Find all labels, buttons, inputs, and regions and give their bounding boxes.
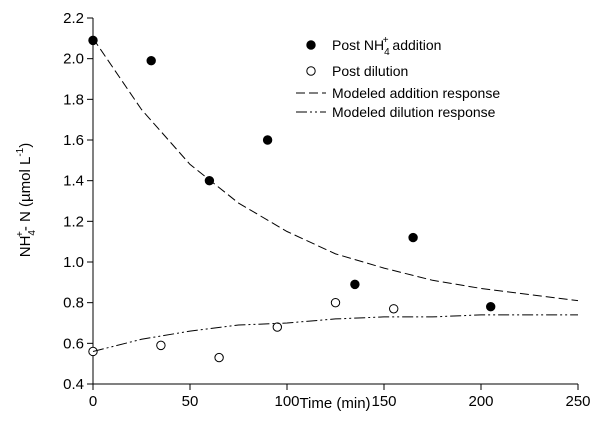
- x-tick-label: 250: [565, 393, 590, 410]
- y-tick-label: 1.8: [63, 91, 84, 108]
- y-tick-label: 0.6: [63, 335, 84, 352]
- legend-label: Modeled addition response: [332, 85, 500, 101]
- label-part: Post NH: [332, 37, 384, 53]
- label-part: NH: [17, 236, 34, 258]
- legend-label: Modeled dilution response: [332, 104, 496, 120]
- x-tick-label: 200: [468, 393, 493, 410]
- y-tick-label: 1.2: [63, 213, 84, 230]
- data-point: [330, 297, 341, 308]
- x-tick-label: 50: [182, 393, 199, 410]
- y-tick-label: 0.8: [63, 295, 84, 312]
- model-line: [92, 38, 579, 302]
- label-part: -1: [15, 147, 26, 156]
- y-tick-label: 0.4: [63, 376, 84, 393]
- data-point: [408, 232, 418, 243]
- label-part: addition: [389, 37, 442, 53]
- model-line: [92, 314, 578, 352]
- data-point: [204, 175, 215, 186]
- x-axis-label: Time (min): [299, 395, 370, 412]
- data-point: [214, 352, 224, 363]
- data-point: [262, 135, 273, 145]
- data-point: [350, 279, 360, 290]
- label-part: 4: [384, 47, 390, 58]
- y-tick-label: 1.0: [63, 254, 84, 271]
- y-tick-label: 2.0: [63, 51, 84, 68]
- data-point: [156, 340, 166, 351]
- data-point: [146, 56, 156, 66]
- label-part: Modeled dilution response: [332, 104, 496, 120]
- data-point: [88, 35, 98, 46]
- x-tick-label: 0: [89, 393, 97, 410]
- label-part: ): [17, 143, 34, 148]
- x-tick-label: 100: [274, 393, 299, 410]
- label-part: +: [383, 35, 389, 46]
- y-tick-label: 1.6: [63, 132, 84, 149]
- legend-label: Post dilution: [332, 63, 408, 79]
- label-part: 4: [27, 230, 38, 236]
- y-tick-label: 2.2: [63, 10, 84, 27]
- legend-swatch: [306, 40, 316, 50]
- label-part: +: [15, 231, 26, 237]
- label-part: - N (µmol L: [17, 157, 34, 231]
- legend-label: Post NH4+ addition: [332, 35, 441, 58]
- y-axis-label: NH4+- N (µmol L-1): [15, 143, 38, 257]
- legend-swatch: [306, 66, 316, 76]
- label-part: Modeled addition response: [332, 85, 500, 101]
- data-point: [272, 322, 282, 332]
- label-part: Post dilution: [332, 63, 408, 79]
- data-point: [486, 302, 496, 312]
- data-point: [389, 304, 399, 314]
- y-tick-label: 1.4: [63, 173, 84, 190]
- x-tick-label: 150: [371, 393, 396, 410]
